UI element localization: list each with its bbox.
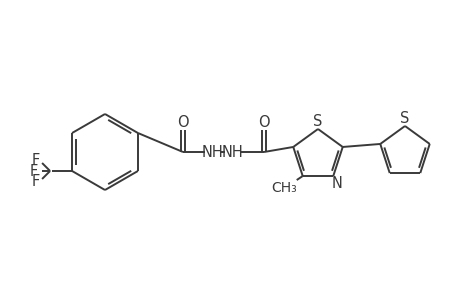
Text: S: S xyxy=(399,110,409,125)
Text: S: S xyxy=(313,113,322,128)
Text: NH: NH xyxy=(202,145,224,160)
Text: F: F xyxy=(30,164,38,178)
Text: CH₃: CH₃ xyxy=(270,181,296,195)
Text: F: F xyxy=(32,175,40,190)
Text: F: F xyxy=(32,152,40,167)
Text: O: O xyxy=(177,115,188,130)
Text: NH: NH xyxy=(222,145,243,160)
Text: O: O xyxy=(257,115,269,130)
Text: N: N xyxy=(331,176,342,190)
